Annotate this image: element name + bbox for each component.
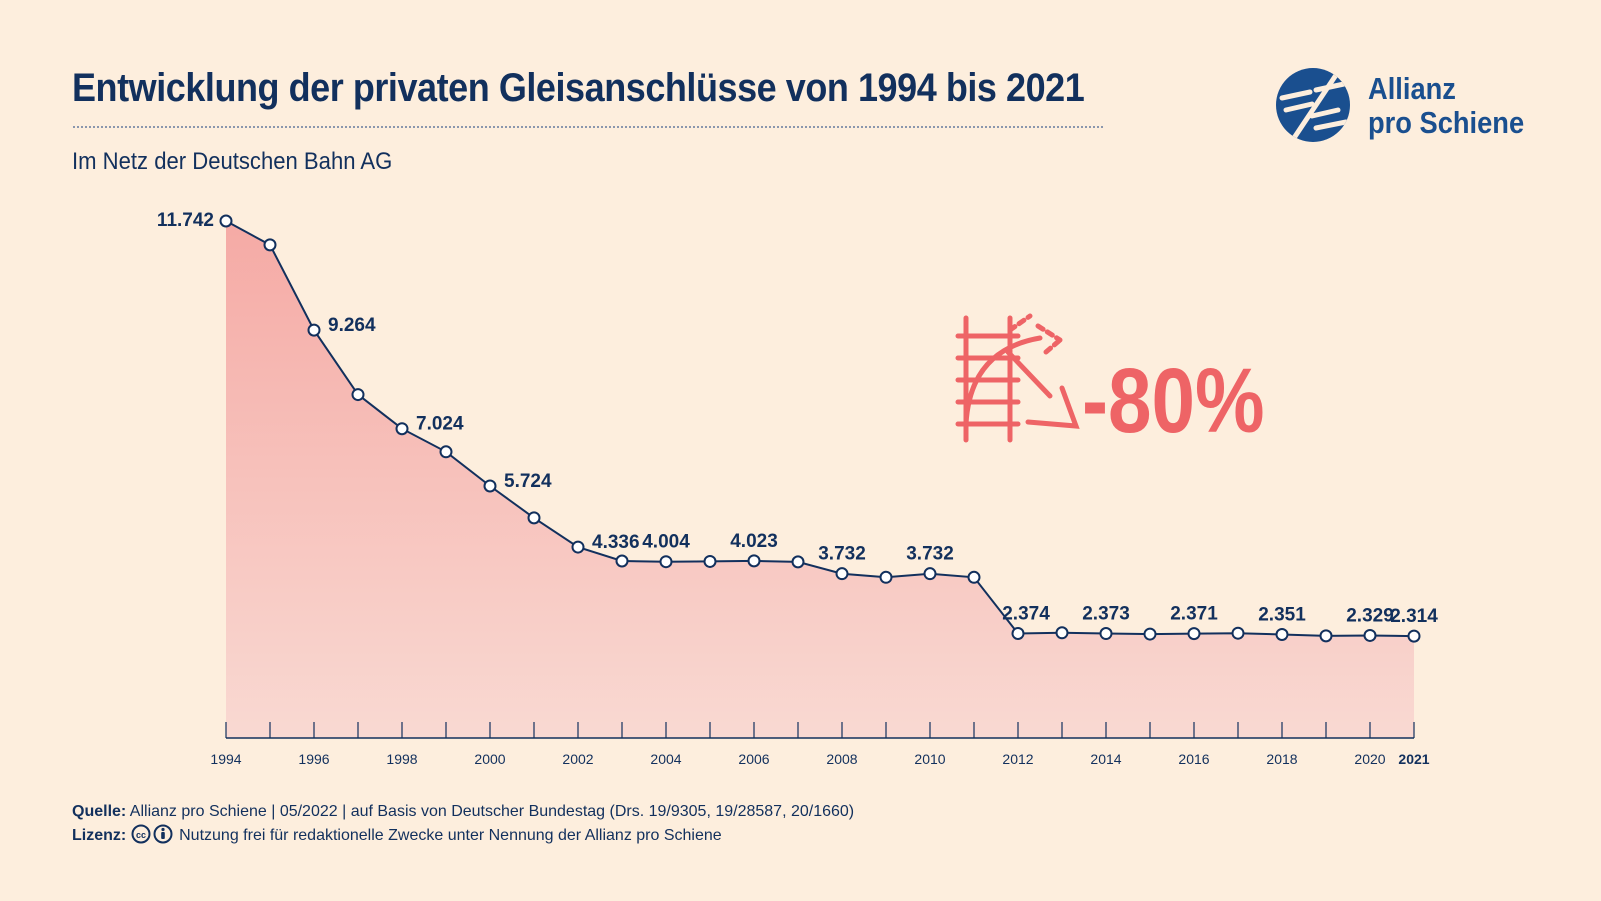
x-tick-label: 2008 (826, 751, 857, 767)
data-point (219, 214, 233, 228)
data-label: 2.329 (1346, 605, 1394, 626)
chart-subtitle: Im Netz der Deutschen Bahn AG (72, 148, 393, 175)
x-tick-label: 2000 (474, 751, 505, 767)
series-line (225, 220, 1415, 638)
data-point (703, 554, 717, 568)
area-fill (226, 221, 1414, 738)
license-label: Lizenz: (72, 827, 127, 844)
x-tick-labels: 1994 1996 1998 2000 2002 2004 2006 2008 2010 2012… (210, 751, 1429, 767)
data-label: 4.336 (592, 532, 640, 553)
x-tick-label: 2012 (1002, 751, 1033, 767)
data-point (1363, 628, 1377, 642)
x-tick-label: 2020 (1354, 751, 1385, 767)
data-label: 2.371 (1170, 604, 1218, 625)
source-label: Quelle: (72, 803, 127, 820)
x-tick-label: 2016 (1178, 751, 1209, 767)
data-label: 2.351 (1258, 604, 1306, 625)
logo-line-2: pro Schiene (1368, 105, 1525, 140)
data-label: 7.024 (416, 414, 464, 435)
chart-title: Entwicklung der privaten Gleisanschlüsse… (72, 66, 1085, 110)
data-point (571, 540, 585, 554)
footer: Quelle: Allianz pro Schiene | 05/2022 | … (72, 800, 854, 848)
logo-line-1: Allianz (1368, 71, 1456, 106)
data-label: 3.732 (906, 544, 954, 565)
data-point (439, 445, 453, 459)
data-point (483, 479, 497, 493)
x-tick-label: 1994 (210, 751, 241, 767)
data-label: 9.264 (328, 315, 376, 336)
data-point (527, 511, 541, 525)
data-point (395, 422, 409, 436)
data-point (615, 554, 629, 568)
data-label: 11.742 (157, 210, 214, 231)
data-point (659, 555, 673, 569)
data-point (351, 388, 365, 402)
data-labels: 11.742 9.264 7.024 5.724 4.336 4.004 4.023 3.73… (157, 210, 1438, 627)
source-text: Allianz pro Schiene | 05/2022 | auf Basi… (129, 803, 855, 820)
data-label: 4.004 (642, 532, 690, 553)
x-tick-label: 2004 (650, 751, 681, 767)
data-point (1275, 627, 1289, 641)
data-point (1011, 626, 1025, 640)
data-label: 4.023 (730, 531, 778, 552)
x-tick-label: 2021 (1398, 751, 1429, 767)
x-tick-label: 2010 (914, 751, 945, 767)
x-tick-label: 2006 (738, 751, 769, 767)
data-label: 2.373 (1082, 604, 1130, 625)
x-tick-label: 2018 (1266, 751, 1297, 767)
data-point (307, 323, 321, 337)
x-tick-label: 1998 (386, 751, 417, 767)
railway-track-decline-icon (955, 313, 1080, 443)
data-point (967, 570, 981, 584)
data-point (263, 238, 277, 252)
data-point (1143, 627, 1157, 641)
data-point (923, 567, 937, 581)
allianz-pro-schiene-logo: Allianz pro Schiene (1276, 68, 1536, 148)
svg-text:cc: cc (136, 830, 146, 840)
logo-text: Allianz pro Schiene (1368, 72, 1524, 140)
x-ticks (225, 722, 1415, 738)
data-point (1099, 627, 1113, 641)
data-point (879, 570, 893, 584)
data-label: 2.314 (1390, 606, 1438, 627)
data-point (791, 555, 805, 569)
data-point (835, 567, 849, 581)
x-tick-label: 2002 (562, 751, 593, 767)
decline-percentage: -80% (1082, 350, 1265, 452)
logo-emblem-icon (1276, 68, 1350, 142)
creative-commons-icon: cc (131, 824, 173, 844)
license-text: Nutzung frei für redaktionelle Zwecke un… (179, 827, 722, 844)
x-tick-label: 2014 (1090, 751, 1121, 767)
source-line: Quelle: Allianz pro Schiene | 05/2022 | … (72, 800, 854, 824)
x-tick-label: 1996 (298, 751, 329, 767)
data-label: 3.732 (818, 544, 866, 565)
data-points (219, 214, 1421, 643)
data-label: 5.724 (504, 471, 552, 492)
title-divider (73, 126, 1103, 128)
data-point (747, 554, 761, 568)
data-label: 2.374 (1002, 603, 1050, 624)
data-point (1407, 629, 1421, 643)
data-point (1231, 626, 1245, 640)
data-point (1055, 626, 1069, 640)
license-line: Lizenz: cc Nutzung frei für redaktionell… (72, 824, 854, 848)
data-point (1319, 629, 1333, 643)
data-point (1187, 627, 1201, 641)
